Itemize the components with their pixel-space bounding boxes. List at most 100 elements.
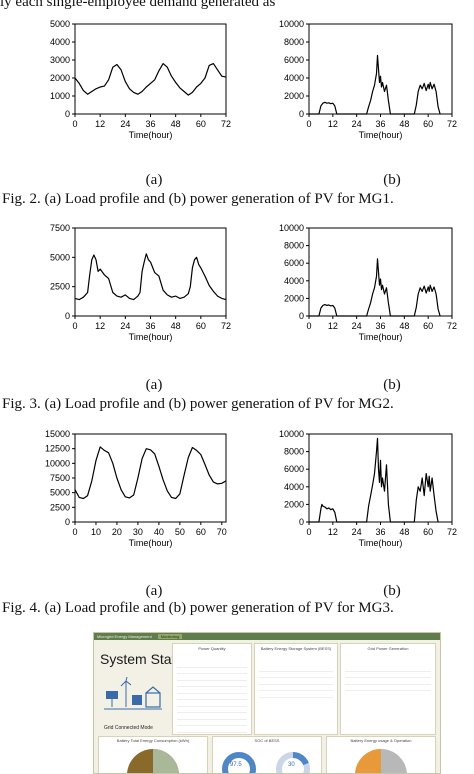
x-tick-label: 60 [423, 321, 433, 331]
y-tick-label: 5000 [50, 19, 70, 29]
x-tick-label: 12 [328, 119, 338, 129]
x-tick-label: 0 [306, 119, 311, 129]
x-tick-label: 0 [72, 527, 77, 537]
chart-mg1-pv: 0 12 24 36 48 60 72 0 2000 4000 6000 8000 10000 Time(… [255, 12, 460, 142]
x-tick-label: 12 [95, 321, 105, 331]
x-tick-label: 30 [133, 527, 143, 537]
y-tick-label: 10000 [279, 429, 304, 439]
data-row [259, 672, 333, 678]
x-tick-label: 36 [375, 321, 385, 331]
subfig-label-a: (a) [145, 377, 163, 393]
y-tick-label: 6000 [284, 464, 304, 474]
series-line [309, 258, 441, 317]
subfig-label-b: (b) [383, 377, 401, 393]
y-tick-label: 0 [65, 517, 70, 527]
data-row [345, 672, 431, 678]
x-axis-label: Time(hour) [129, 332, 173, 342]
chart-svg: 0 10 20 30 40 50 60 70 0 2500 5000 7500 10000 12500 15… [45, 429, 227, 548]
data-row [259, 685, 333, 691]
soc-value-1: 97.5 [230, 762, 242, 768]
data-row [177, 707, 247, 713]
y-tick-label: 7500 [50, 223, 70, 233]
x-tick-label: 10 [91, 527, 101, 537]
x-tick-label: 60 [196, 321, 206, 331]
x-tick-label: 72 [221, 119, 231, 129]
x-tick-label: 12 [328, 527, 338, 537]
y-tick-label: 2000 [284, 293, 304, 303]
x-tick-label: 60 [423, 527, 433, 537]
x-tick-label: 36 [145, 321, 155, 331]
x-tick-label: 36 [145, 119, 155, 129]
system-state-title: System State [100, 651, 184, 667]
chart-mg3-pv: 0 12 24 36 48 60 72 0 2000 4000 6000 8000 10000 Time(… [255, 424, 460, 550]
x-tick-label: 24 [352, 119, 362, 129]
subfig-label-a: (a) [145, 583, 163, 599]
series-line [74, 253, 227, 301]
power-quantity-panel: Power Quantity [172, 643, 252, 735]
series-line [309, 54, 441, 115]
x-tick-label: 24 [352, 321, 362, 331]
plot-frame [308, 23, 453, 115]
grid-mode-label: Grid Connected Mode [104, 725, 153, 731]
dashboard-menu-tab: Monitoring [157, 634, 183, 639]
data-row [177, 694, 247, 700]
y-tick-label: 5000 [50, 252, 70, 262]
x-tick-label: 20 [112, 527, 122, 537]
data-row [259, 678, 333, 685]
dashboard-menu-bar: Microgrid Energy Management Monitoring [94, 633, 440, 640]
x-tick-label: 40 [154, 527, 164, 537]
plot-frame [74, 433, 227, 523]
series-line [309, 437, 439, 523]
subfig-label-a: (a) [145, 172, 163, 188]
figure-caption: Fig. 3. (a) Load profile and (b) power g… [2, 396, 394, 412]
y-tick-label: 8000 [284, 241, 304, 251]
x-tick-label: 12 [328, 321, 338, 331]
microgrid-diagram-icon [104, 677, 162, 710]
series-line [74, 446, 227, 500]
dashboard-menu-label: Microgrid Energy Management [97, 634, 152, 639]
x-axis-label: Time(hour) [129, 130, 173, 140]
figure-caption: Fig. 4. (a) Load profile and (b) power g… [2, 600, 394, 616]
data-row [177, 674, 247, 681]
chart-mg2-pv: 0 12 24 36 48 60 72 0 2000 4000 6000 8000 10000 Time(… [255, 218, 460, 344]
x-tick-label: 0 [306, 321, 311, 331]
y-tick-label: 4000 [284, 276, 304, 286]
y-tick-label: 10000 [45, 458, 70, 468]
subfig-label-b: (b) [383, 172, 401, 188]
soc-gauge-1 [222, 752, 256, 773]
energy-usage-panel: Battery Energy usage & Operation [326, 736, 436, 773]
x-tick-label: 12 [95, 119, 105, 129]
chart-svg: 0 12 24 36 48 60 72 0 1000 2000 3000 4000 5000 Time(h… [50, 19, 231, 140]
usage-pie [355, 749, 407, 773]
x-tick-label: 48 [171, 119, 181, 129]
y-tick-label: 4000 [284, 73, 304, 83]
x-tick-label: 48 [399, 321, 409, 331]
x-tick-label: 72 [447, 321, 457, 331]
soc-gauge-2 [276, 752, 310, 773]
panel-title: SOC of BESS [254, 738, 280, 743]
chart-svg: 0 12 24 36 48 60 72 0 2500 5000 7500 Time(hour) [50, 223, 231, 342]
y-tick-label: 2500 [50, 282, 70, 292]
chart-svg: 0 12 24 36 48 60 72 0 2000 4000 6000 8000 10000 Time(… [279, 19, 457, 140]
y-tick-label: 4000 [284, 482, 304, 492]
data-row [177, 720, 247, 726]
data-row [177, 668, 247, 674]
x-axis-label: Time(hour) [359, 538, 403, 548]
y-tick-label: 4000 [50, 37, 70, 47]
y-tick-label: 15000 [45, 429, 70, 439]
x-axis-label: Time(hour) [129, 538, 173, 548]
data-row [177, 713, 247, 720]
figure-caption: Fig. 2. (a) Load profile and (b) power g… [2, 191, 394, 207]
y-tick-label: 7500 [50, 473, 70, 483]
consumption-pie [127, 749, 179, 773]
data-row [345, 678, 431, 685]
panel-title: Battery Total Energy Consumption (kWh) [116, 738, 190, 743]
y-tick-label: 0 [299, 517, 304, 527]
y-tick-label: 0 [65, 311, 70, 321]
x-tick-label: 72 [221, 321, 231, 331]
plot-frame [74, 23, 227, 115]
x-tick-label: 60 [423, 119, 433, 129]
x-tick-label: 72 [447, 527, 457, 537]
data-row [345, 665, 431, 672]
y-tick-label: 0 [299, 311, 304, 321]
